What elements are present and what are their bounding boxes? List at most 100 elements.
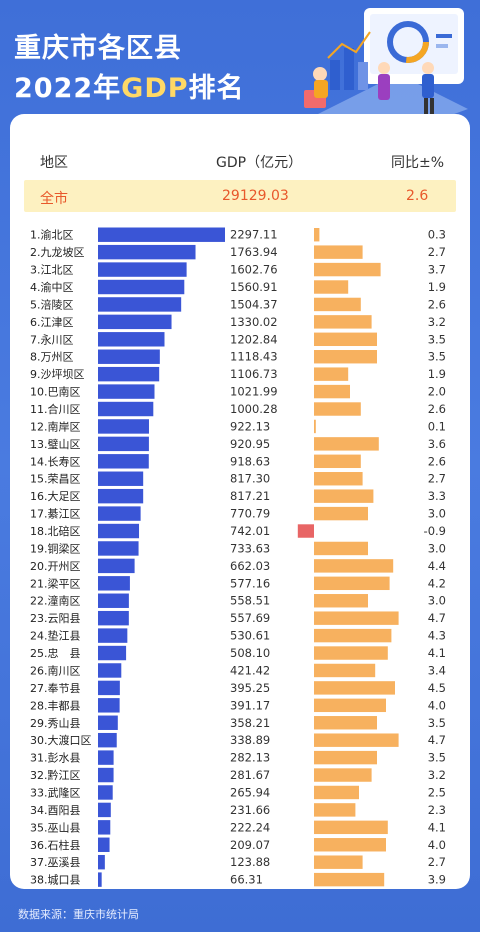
- region-label: 23.云阳县: [30, 612, 81, 625]
- gdp-value: 265.94: [230, 785, 270, 799]
- gdp-bar: [98, 349, 160, 364]
- yoy-value: 3.4: [428, 663, 446, 677]
- region-label: 5.涪陵区: [30, 297, 74, 311]
- yoy-value: 3.5: [428, 350, 446, 364]
- region-label: 1.渝北区: [30, 228, 74, 242]
- region-label: 33.武隆区: [30, 785, 81, 799]
- gdp-value: 918.63: [230, 454, 270, 468]
- gdp-value: 222.24: [230, 820, 270, 834]
- gdp-value: 123.88: [230, 855, 270, 869]
- yoy-value: 3.0: [428, 507, 446, 521]
- gdp-bar: [98, 732, 117, 748]
- yoy-bar: [314, 472, 363, 486]
- gdp-value: 733.63: [230, 541, 270, 555]
- gdp-value: 508.10: [230, 646, 270, 660]
- gdp-value: 558.51: [230, 594, 270, 608]
- yoy-value: 4.5: [428, 681, 446, 695]
- yoy-value: 3.2: [428, 768, 446, 782]
- title-line-2: 2022年GDP排名: [14, 66, 245, 105]
- yoy-value: -0.9: [424, 524, 446, 538]
- yoy-value: 4.1: [428, 820, 446, 834]
- gdp-value: 391.17: [230, 698, 270, 712]
- gdp-bar: [98, 645, 127, 661]
- gdp-value: 1504.37: [230, 297, 278, 311]
- gdp-value: 1000.28: [230, 402, 278, 416]
- gdp-bar: [98, 454, 149, 469]
- yoy-bar: [314, 855, 363, 869]
- gdp-value: 557.69: [230, 611, 270, 625]
- yoy-value: 1.9: [428, 367, 446, 381]
- gdp-value: 770.79: [230, 507, 270, 521]
- total-gdp-value: 29129.03: [222, 188, 289, 204]
- yoy-bar: [314, 820, 388, 835]
- yoy-value: 4.2: [428, 576, 446, 590]
- region-label: 29.秀山县: [30, 717, 81, 730]
- yoy-bar: [314, 559, 394, 573]
- gdp-value: 281.67: [230, 768, 270, 782]
- yoy-value: 3.5: [428, 751, 446, 765]
- yoy-bar: [314, 332, 377, 347]
- yoy-value: 2.6: [428, 402, 446, 416]
- region-label: 19.铜梁区: [30, 541, 81, 555]
- gdp-bar: [98, 558, 135, 574]
- title-year: 2022年: [14, 73, 122, 104]
- region-label: 14.长寿区: [30, 454, 81, 468]
- yoy-bar: [314, 262, 381, 277]
- region-label: 9.沙坪坝区: [30, 367, 85, 381]
- gdp-value: 577.16: [230, 576, 270, 590]
- yoy-bar: [314, 785, 359, 800]
- gdp-value: 421.42: [230, 663, 270, 677]
- gdp-bar: [98, 837, 110, 852]
- region-label: 37.巫溪县: [30, 856, 81, 869]
- gdp-value: 920.95: [230, 437, 270, 451]
- yoy-value: 0.1: [428, 419, 446, 433]
- yoy-bar: [314, 628, 392, 643]
- gdp-bar: [98, 785, 113, 800]
- yoy-bar: [314, 768, 372, 782]
- yoy-bar: [314, 803, 356, 817]
- region-label: 4.渝中区: [30, 280, 74, 294]
- yoy-bar: [314, 716, 377, 730]
- gdp-bar: [98, 628, 128, 643]
- gdp-bar: [98, 384, 155, 399]
- data-source: 数据来源：重庆市统计局: [18, 908, 139, 921]
- yoy-value: 2.5: [428, 785, 446, 799]
- yoy-value: 4.0: [428, 838, 446, 852]
- gdp-value: 338.89: [230, 733, 270, 747]
- gdp-bar: [98, 314, 172, 330]
- region-label: 24.垫江县: [30, 629, 81, 643]
- gdp-bar: [98, 872, 102, 887]
- yoy-value: 3.3: [428, 489, 446, 503]
- title-gdp: GDP: [121, 73, 189, 104]
- gdp-bar: [98, 227, 225, 242]
- gdp-bar: [98, 820, 111, 835]
- gdp-value: 1560.91: [230, 280, 278, 294]
- gdp-bar: [98, 401, 154, 417]
- region-label: 21.梁平区: [30, 576, 81, 590]
- yoy-bar: [314, 838, 386, 852]
- gdp-bar: [98, 576, 130, 591]
- gdp-value: 231.66: [230, 803, 270, 817]
- region-label: 22.潼南区: [30, 594, 81, 608]
- region-label: 38.城口县: [30, 874, 81, 887]
- yoy-bar: [314, 454, 361, 469]
- region-label: 8.万州区: [30, 351, 74, 364]
- yoy-bar: [314, 315, 372, 329]
- yoy-bar: [314, 367, 349, 381]
- region-label: 2.九龙坡区: [30, 246, 85, 259]
- yoy-value: 4.0: [428, 698, 446, 712]
- yoy-bar: [314, 280, 349, 294]
- yoy-bar: [314, 611, 399, 625]
- region-label: 26.南川区: [30, 664, 81, 677]
- gdp-bar: [98, 750, 114, 765]
- region-label: 10.巴南区: [30, 386, 81, 399]
- gdp-bar: [98, 506, 141, 521]
- yoy-bar: [314, 228, 320, 242]
- yoy-value: 2.7: [428, 855, 446, 869]
- yoy-value: 0.3: [428, 228, 446, 242]
- gdp-value: 282.13: [230, 751, 270, 765]
- gdp-bar: [98, 244, 196, 260]
- gdp-bar: [98, 332, 165, 347]
- gdp-bar: [98, 471, 144, 486]
